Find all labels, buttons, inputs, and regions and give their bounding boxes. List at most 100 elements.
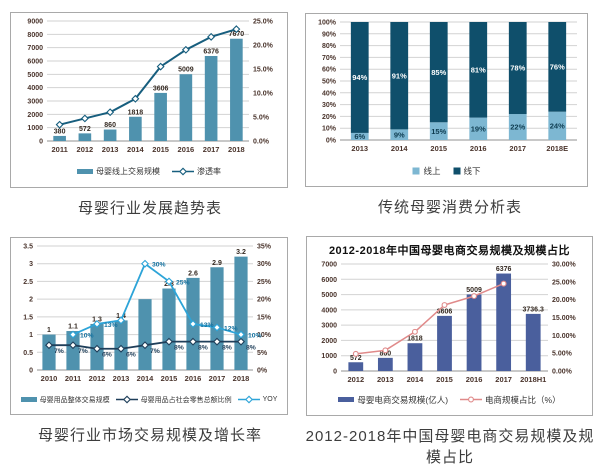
svg-text:2014: 2014 (127, 145, 145, 154)
legend-label: 线下 (463, 165, 481, 176)
svg-text:5000: 5000 (27, 72, 43, 79)
svg-text:1.1: 1.1 (68, 324, 78, 331)
svg-text:572: 572 (350, 355, 362, 362)
svg-text:0.00%: 0.00% (552, 369, 573, 376)
svg-text:2015: 2015 (161, 374, 178, 383)
svg-text:10%: 10% (80, 333, 94, 340)
svg-text:2.9: 2.9 (212, 260, 222, 267)
svg-text:2012: 2012 (347, 375, 364, 384)
svg-text:2013: 2013 (377, 375, 394, 384)
svg-text:2018: 2018 (233, 374, 250, 383)
svg-text:0: 0 (29, 368, 33, 375)
svg-text:7%: 7% (54, 348, 64, 355)
svg-text:2016: 2016 (466, 375, 483, 384)
svg-text:78%: 78% (510, 64, 525, 73)
svg-text:10.00%: 10.00% (552, 333, 577, 340)
svg-text:25%: 25% (176, 279, 190, 286)
svg-text:3606: 3606 (153, 85, 169, 92)
svg-text:860: 860 (380, 350, 392, 357)
svg-text:8000: 8000 (27, 32, 43, 39)
svg-text:6376: 6376 (496, 266, 512, 273)
svg-text:6%: 6% (126, 352, 136, 359)
svg-text:50%: 50% (322, 79, 337, 86)
svg-text:5%: 5% (257, 350, 268, 357)
svg-text:5.00%: 5.00% (552, 351, 573, 358)
legend-item: YOY (237, 395, 277, 404)
svg-text:40%: 40% (322, 90, 337, 97)
legend-item: 母婴线上交易规模 (77, 166, 160, 177)
svg-text:20%: 20% (257, 297, 272, 304)
svg-text:90%: 90% (322, 31, 337, 38)
svg-text:3: 3 (29, 261, 33, 268)
svg-text:91%: 91% (392, 71, 407, 80)
svg-text:5.0%: 5.0% (253, 115, 270, 122)
svg-text:0.5: 0.5 (23, 350, 33, 357)
svg-text:5000: 5000 (321, 292, 337, 299)
svg-text:94%: 94% (352, 73, 367, 82)
svg-text:3000: 3000 (321, 323, 337, 330)
svg-text:2012: 2012 (89, 374, 106, 383)
svg-text:2016: 2016 (185, 374, 202, 383)
svg-text:80%: 80% (322, 43, 337, 50)
svg-text:9000: 9000 (27, 19, 43, 26)
consumption-chart-caption: 传统母婴消费分析表 (377, 199, 522, 216)
svg-text:2018H1: 2018H1 (520, 375, 546, 384)
svg-text:3736.3: 3736.3 (523, 306, 545, 313)
svg-text:2012: 2012 (77, 145, 94, 154)
svg-text:85%: 85% (431, 68, 446, 77)
svg-text:10%: 10% (257, 332, 272, 339)
svg-text:8%: 8% (174, 345, 184, 352)
svg-text:2017: 2017 (209, 374, 226, 383)
consumption-chart-panel: 0% 10% 20% 30% 40% 50% 60% 70% 80% 90% 100% 2013 201… (305, 13, 588, 187)
svg-text:5009: 5009 (466, 287, 482, 294)
svg-text:2015: 2015 (436, 375, 453, 384)
svg-text:25.00%: 25.00% (552, 279, 577, 286)
market-scale-chart-legend: 母婴用品整体交易规模 母婴用品占社会零售总额比例 YOY (11, 388, 287, 414)
svg-text:2016: 2016 (470, 144, 487, 153)
svg-text:2015: 2015 (152, 145, 169, 154)
svg-text:6376: 6376 (203, 48, 219, 55)
svg-text:15.0%: 15.0% (253, 67, 274, 74)
cell-top-left: 0 1000 2000 3000 4000 5000 6000 7000 8000 9000 0.0… (0, 0, 300, 225)
trend-chart-legend: 母婴线上交易规模 渗透率 (11, 159, 287, 187)
svg-text:2011: 2011 (65, 374, 81, 383)
line-marker-swatch-icon (460, 396, 483, 403)
svg-text:12%: 12% (224, 325, 238, 332)
svg-text:2018: 2018 (228, 145, 245, 154)
svg-text:3.2: 3.2 (236, 249, 246, 256)
svg-text:2014: 2014 (391, 144, 409, 153)
svg-text:25%: 25% (257, 279, 272, 286)
svg-text:0%: 0% (257, 368, 268, 375)
bar-swatch-icon (77, 169, 93, 174)
legend-label: 电商规模占比（%） (485, 394, 561, 405)
svg-text:35%: 35% (257, 244, 272, 251)
svg-text:2013: 2013 (113, 374, 130, 383)
cell-bottom-right: 2012-2018年中国母婴电商交易规模及规模占比 0 1000 2000 3000 4… (300, 225, 600, 466)
svg-text:30.00%: 30.00% (552, 262, 577, 269)
svg-text:20.00%: 20.00% (552, 297, 577, 304)
square-swatch-icon (412, 167, 420, 174)
cell-bottom-left: 0 0.5 1 1.5 2 2.5 3 3.5 0% 5% 10% 15% 20% 25% 30% 35% 20… (0, 225, 300, 449)
svg-text:20%: 20% (322, 114, 337, 121)
svg-text:2000: 2000 (321, 338, 337, 345)
legend-item: 线上 (412, 165, 441, 177)
svg-text:2.5: 2.5 (23, 279, 33, 286)
svg-text:10%: 10% (248, 333, 262, 340)
svg-text:6000: 6000 (321, 277, 337, 284)
trend-chart-caption: 母婴行业发展趋势表 (77, 200, 222, 217)
svg-text:1.3: 1.3 (92, 316, 102, 323)
svg-text:4000: 4000 (27, 85, 43, 92)
svg-text:19%: 19% (471, 124, 486, 133)
svg-text:13%: 13% (200, 322, 214, 329)
ecommerce-chart-legend: 母婴电商交易规模(亿人) 电商规模占比（%） (307, 387, 592, 415)
svg-text:7%: 7% (78, 348, 88, 355)
svg-text:7000: 7000 (27, 45, 43, 52)
svg-text:2015: 2015 (430, 144, 447, 153)
svg-text:15%: 15% (431, 127, 446, 136)
svg-text:5009: 5009 (178, 67, 194, 74)
svg-text:0: 0 (39, 139, 43, 146)
svg-text:13%: 13% (104, 322, 118, 329)
svg-text:7670: 7670 (229, 31, 245, 38)
svg-text:9%: 9% (394, 130, 405, 139)
svg-text:3000: 3000 (27, 99, 43, 106)
